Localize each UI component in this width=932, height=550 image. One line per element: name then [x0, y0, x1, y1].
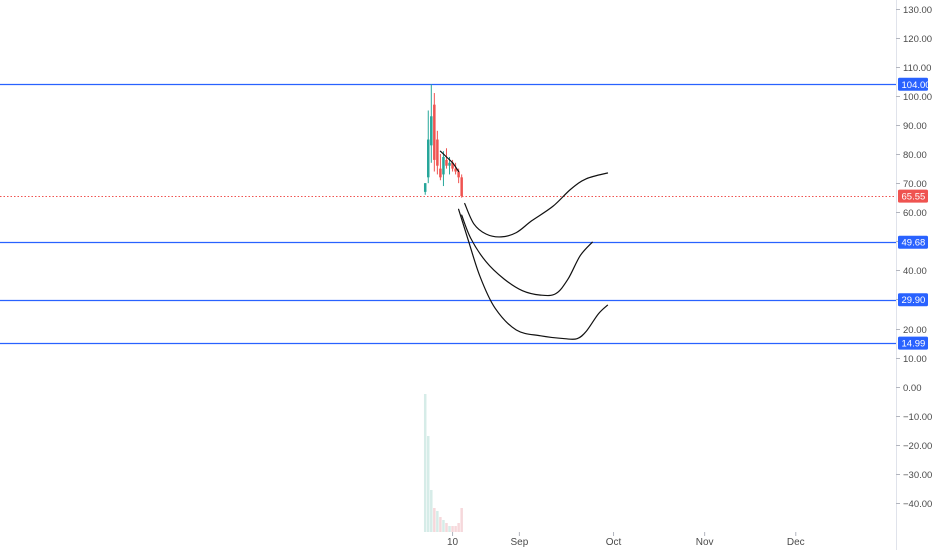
candle-7[interactable]: [445, 148, 448, 169]
candle-body-8: [448, 162, 451, 166]
last-price-badge-bg: [898, 189, 928, 203]
x-tick-label-0: 10: [447, 537, 459, 548]
price-badge-3: 14.99: [898, 336, 928, 350]
drawings-layer: [439, 150, 609, 340]
y-tick-label-7: 60.00: [903, 208, 927, 219]
last-price-badge-label: 65.55: [902, 192, 926, 203]
y-tick-label-3: 100.00: [903, 92, 932, 103]
candle-body-3: [433, 104, 436, 160]
y-tick-label-17: −40.00: [903, 499, 932, 510]
candle-body-6: [442, 156, 445, 175]
volume-bar-9: [451, 526, 454, 532]
volume-bar-5: [439, 517, 442, 532]
candle-9[interactable]: [451, 159, 454, 172]
y-tick-label-13: 0.00: [903, 383, 922, 394]
candle-3[interactable]: [433, 93, 436, 172]
price-badge-3-bg: [898, 336, 928, 350]
candle-0[interactable]: [423, 183, 427, 195]
y-tick-label-6: 70.00: [903, 179, 927, 190]
candle-10[interactable]: [454, 162, 457, 175]
y-tick-label-1: 120.00: [903, 34, 932, 45]
candle-body-7: [445, 159, 448, 166]
price-badges-layer: 104.00 49.68 29.90 14.99 65.55: [898, 77, 931, 350]
y-tick-label-9: 40.00: [903, 266, 927, 277]
y-tick-label-15: −20.00: [903, 441, 932, 452]
volume-bar-11: [457, 523, 460, 532]
candle-6[interactable]: [442, 151, 445, 187]
y-tick-label-12: 10.00: [903, 354, 927, 365]
y-tick-label-2: 110.00: [903, 63, 931, 74]
projection-curve-1[interactable]: [439, 150, 460, 173]
price-badge-2-label: 29.90: [902, 295, 926, 306]
candle-body-1: [427, 139, 430, 178]
y-tick-label-0: 130.00: [903, 5, 932, 16]
price-badge-2: 29.90: [898, 293, 928, 307]
price-badge-1-label: 49.68: [902, 238, 926, 249]
volume-layer: [423, 394, 463, 532]
volume-bar-6: [442, 520, 445, 532]
candle-body-4: [436, 139, 439, 166]
volume-bar-4: [436, 511, 439, 532]
projection-curve-2[interactable]: [464, 172, 609, 238]
price-badge-1: 49.68: [898, 235, 928, 249]
candle-1[interactable]: [427, 110, 430, 184]
volume-bar-1: [427, 436, 430, 532]
candle-body-2: [430, 116, 433, 146]
y-tick-label-11: 20.00: [903, 325, 927, 336]
projection-curve-4[interactable]: [458, 208, 609, 340]
volume-bar-10: [454, 526, 457, 532]
x-tick-label-1: Sep: [510, 537, 528, 548]
y-tick-label-5: 80.00: [903, 150, 927, 161]
price-badge-0-bg: [898, 77, 928, 91]
candle-body-0: [423, 183, 427, 192]
x-tick-label-3: Nov: [696, 537, 714, 548]
x-tick-label-4: Dec: [787, 537, 805, 548]
candle-body-9: [451, 162, 454, 169]
projection-curve-3[interactable]: [461, 214, 593, 297]
candle-body-12: [460, 177, 463, 197]
y-tick-label-4: 90.00: [903, 121, 927, 132]
volume-bar-12: [460, 508, 463, 532]
candle-5[interactable]: [439, 154, 442, 181]
price-badge-1-bg: [898, 235, 928, 249]
volume-bar-8: [448, 526, 451, 532]
y-tick-label-14: −10.00: [903, 412, 932, 423]
volume-bar-0: [423, 394, 427, 532]
candle-body-5: [439, 168, 442, 178]
y-tick-label-16: −30.00: [903, 470, 932, 481]
volume-bar-3: [433, 508, 436, 532]
candles-layer: [423, 84, 463, 198]
x-tick-label-2: Oct: [606, 537, 622, 548]
candle-4[interactable]: [436, 130, 439, 175]
price-badge-0-label: 104.00: [902, 80, 931, 91]
candle-2[interactable]: [430, 84, 433, 163]
candle-12[interactable]: [460, 174, 463, 198]
price-badge-2-bg: [898, 293, 928, 307]
candle-body-11: [457, 171, 460, 178]
price-badge-0: 104.00: [898, 77, 931, 91]
horizontal-lines-layer: [0, 83, 896, 345]
price-badge-3-label: 14.99: [902, 339, 926, 350]
volume-bar-2: [430, 490, 433, 532]
time-axis[interactable]: 10 Sep Oct Nov Dec: [447, 532, 805, 548]
last-price-badge: 65.55: [898, 189, 928, 203]
candle-body-10: [454, 168, 457, 172]
volume-bar-7: [445, 523, 448, 532]
